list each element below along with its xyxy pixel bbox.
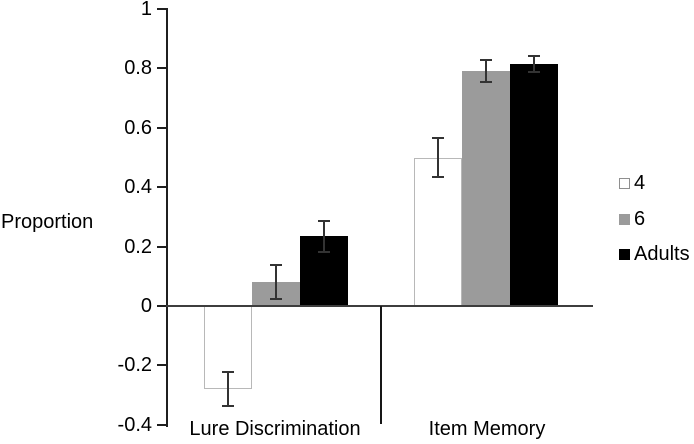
error-cap-bottom-4-item-memory [432, 176, 444, 178]
error-cap-bottom-6-item-memory [480, 81, 492, 83]
y-tick-label-0: 0 [140, 295, 152, 317]
category-label-item-memory: Item Memory [428, 418, 546, 440]
error-bar-adults-item-memory [533, 55, 535, 73]
error-cap-bottom-4-lure-discrimination [222, 405, 234, 407]
error-cap-top-6-item-memory [480, 59, 492, 61]
y-axis-line [166, 8, 168, 427]
error-bar-adults-lure-discrimination [323, 220, 325, 253]
y-axis-title: Proportion [1, 211, 94, 233]
legend-row-4: 4 [619, 171, 645, 195]
y-tick--0.2 [157, 364, 166, 366]
y-tick-label-0.8: 0.8 [124, 57, 152, 79]
error-cap-top-6-lure-discrimination [270, 264, 282, 266]
error-cap-top-4-lure-discrimination [222, 371, 234, 373]
bar-adults-lure-discrimination [300, 236, 348, 306]
bar-adults-item-memory [510, 64, 558, 306]
legend-swatch-6 [619, 213, 630, 225]
y-tick-0.8 [157, 67, 166, 69]
bar-6-item-memory [462, 71, 510, 306]
legend-swatch-adults [619, 248, 630, 260]
legend-label-adults: Adults [634, 243, 690, 265]
y-tick-label-1: 1 [140, 0, 152, 20]
y-tick-label-0.6: 0.6 [124, 117, 152, 139]
error-bar-6-lure-discrimination [275, 264, 277, 300]
category-label-lure-discrimination: Lure Discrimination [189, 418, 361, 440]
legend-label-6: 6 [634, 208, 646, 230]
error-cap-bottom-adults-item-memory [528, 71, 540, 73]
y-tick-0.2 [157, 246, 166, 248]
error-bar-6-item-memory [485, 59, 487, 83]
legend-swatch-4 [619, 177, 630, 189]
error-bar-4-item-memory [437, 137, 439, 178]
y-tick-0.4 [157, 186, 166, 188]
y-tick-label--0.2: -0.2 [117, 354, 152, 376]
x-axis-zero-line [166, 305, 593, 307]
y-tick-0.6 [157, 127, 166, 129]
legend-row-6: 6 [619, 207, 645, 231]
legend-row-adults: Adults [619, 242, 690, 266]
y-tick-label--0.4: -0.4 [117, 414, 152, 436]
category-divider-line [380, 306, 382, 424]
y-tick--0.4 [157, 424, 166, 426]
y-tick-0 [157, 305, 166, 307]
y-tick-label-0.2: 0.2 [124, 236, 152, 258]
y-tick-label-0.4: 0.4 [124, 176, 152, 198]
error-cap-bottom-adults-lure-discrimination [318, 251, 330, 253]
error-cap-top-adults-item-memory [528, 55, 540, 57]
legend-label-4: 4 [634, 172, 646, 194]
error-cap-top-adults-lure-discrimination [318, 220, 330, 222]
error-bar-4-lure-discrimination [227, 371, 229, 407]
bar-4-item-memory [414, 158, 462, 307]
error-cap-top-4-item-memory [432, 137, 444, 139]
error-cap-bottom-6-lure-discrimination [270, 298, 282, 300]
y-tick-1 [157, 8, 166, 10]
